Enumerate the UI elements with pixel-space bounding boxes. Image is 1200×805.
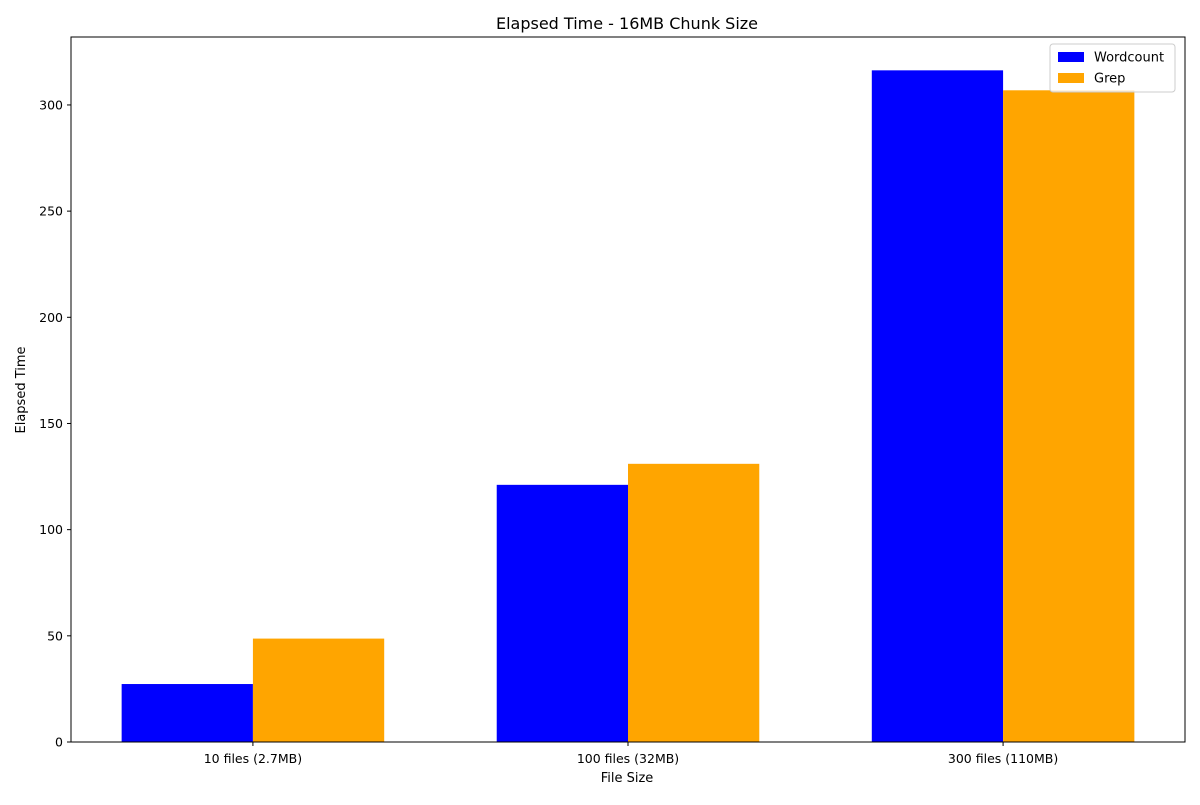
- legend-swatch-wordcount: [1058, 52, 1084, 62]
- bars-layer: [121, 70, 1135, 743]
- x-tick-label: 100 files (32MB): [577, 751, 679, 766]
- x-tick-label: 300 files (110MB): [948, 751, 1058, 766]
- axes-layer: 0 50 100 150 200 250 300 10 files (2.7MB) 100 fi…: [39, 36, 1186, 766]
- y-tick-label: 100: [39, 522, 63, 537]
- y-tick-label: 50: [47, 628, 63, 643]
- y-tick-label: 300: [39, 97, 63, 112]
- y-tick-label: 150: [39, 416, 63, 431]
- x-tick-label: 10 files (2.7MB): [204, 751, 302, 766]
- y-tick-label: 0: [55, 735, 63, 750]
- y-tick-label: 250: [39, 204, 63, 219]
- x-axis-label: File Size: [601, 771, 654, 786]
- bar-grep-0: [252, 638, 385, 742]
- legend-swatch-grep: [1058, 73, 1084, 83]
- legend-label-grep: Grep: [1094, 72, 1125, 87]
- bar-wordcount-2: [871, 70, 1004, 743]
- bar-grep-1: [628, 463, 760, 742]
- bar-wordcount-0: [121, 684, 253, 742]
- legend-label-wordcount: Wordcount: [1094, 51, 1164, 66]
- y-axis-label: Elapsed Time: [14, 346, 29, 433]
- bar-wordcount-1: [496, 484, 628, 742]
- bar-grep-2: [1003, 90, 1135, 743]
- chart-title: Elapsed Time - 16MB Chunk Size: [496, 14, 758, 33]
- y-tick-label: 200: [39, 310, 63, 325]
- legend: Wordcount Grep: [1049, 43, 1176, 93]
